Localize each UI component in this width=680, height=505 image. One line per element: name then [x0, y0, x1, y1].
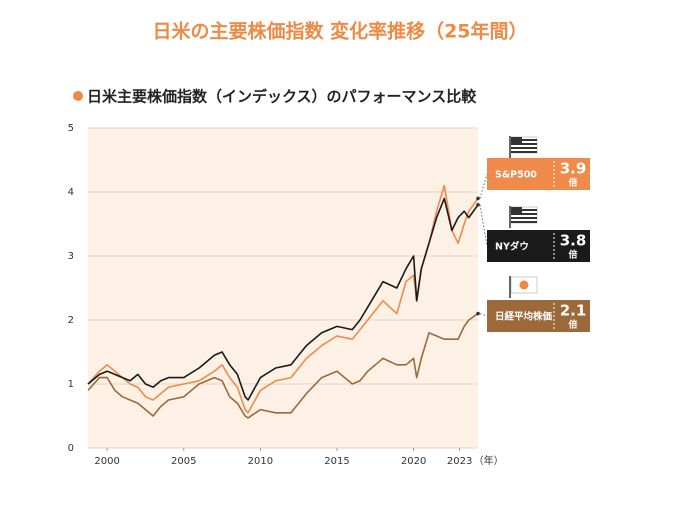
connector: [479, 173, 488, 199]
us-flag: [509, 136, 538, 158]
us-flag: [509, 206, 538, 228]
y-tick-label: 3: [68, 251, 74, 262]
chart-title: 日米の主要株価指数 変化率推移（25年間）: [152, 20, 527, 43]
end-value-label: 3.9: [560, 160, 587, 178]
legend-label: S&P500: [495, 170, 537, 181]
y-tick-label: 0: [68, 443, 74, 454]
legend-label: 日経平均株価: [495, 311, 553, 323]
connector: [479, 204, 488, 247]
y-tick-label: 1: [68, 379, 74, 390]
x-tick-label: 2020: [401, 456, 426, 467]
x-tick-label: 2000: [94, 456, 119, 467]
label-box: [487, 230, 590, 262]
subtitle-bullet: [73, 91, 83, 101]
label-box: [487, 158, 590, 190]
end-unit-label: 倍: [568, 319, 577, 331]
y-tick-label: 2: [68, 315, 74, 326]
x-tick-label: 2010: [248, 456, 273, 467]
end-value-label: 3.8: [560, 232, 587, 250]
connector: [479, 313, 488, 317]
end-point: [476, 203, 480, 207]
x-unit-label: （年）: [474, 454, 504, 467]
y-tick-label: 5: [68, 123, 74, 134]
x-tick-label: 2015: [324, 456, 349, 467]
series-line: [87, 312, 479, 419]
y-tick-label: 4: [68, 187, 74, 198]
end-value-label: 2.1: [560, 302, 587, 320]
end-unit-label: 倍: [568, 177, 577, 189]
japan-flag: [509, 276, 538, 298]
series-line: [87, 197, 479, 401]
legend-label: NYダウ: [495, 241, 529, 253]
plot-background: [88, 128, 478, 448]
chart-subtitle: 日米主要株価指数（インデックス）のパフォーマンス比較: [87, 88, 477, 106]
label-box: [487, 300, 590, 332]
x-tick-label: 2023: [447, 456, 472, 467]
x-tick-label: 2005: [171, 456, 196, 467]
end-point: [476, 311, 480, 316]
end-unit-label: 倍: [568, 249, 577, 261]
end-point: [476, 196, 480, 201]
